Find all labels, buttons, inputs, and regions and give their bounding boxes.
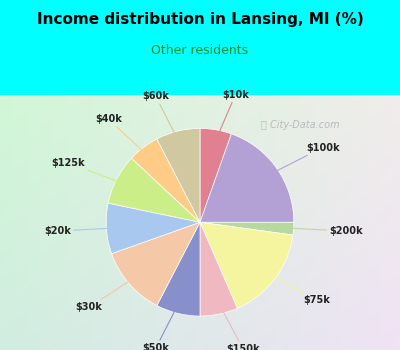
Wedge shape	[200, 222, 294, 235]
Text: $100k: $100k	[263, 142, 339, 178]
Text: $150k: $150k	[216, 298, 260, 350]
Wedge shape	[106, 203, 200, 254]
Wedge shape	[200, 134, 294, 222]
Text: $75k: $75k	[261, 269, 330, 306]
Wedge shape	[132, 139, 200, 222]
Wedge shape	[108, 158, 200, 222]
Text: $125k: $125k	[52, 158, 132, 187]
Text: Other residents: Other residents	[152, 44, 248, 57]
Text: ⓘ City-Data.com: ⓘ City-Data.com	[261, 120, 339, 130]
Text: $10k: $10k	[213, 90, 249, 146]
Text: $200k: $200k	[277, 226, 363, 236]
Wedge shape	[157, 128, 200, 222]
Text: $30k: $30k	[76, 273, 142, 312]
Wedge shape	[200, 222, 237, 316]
Text: $50k: $50k	[142, 297, 182, 350]
Wedge shape	[200, 128, 232, 222]
Text: $60k: $60k	[142, 91, 182, 147]
Wedge shape	[157, 222, 200, 316]
Wedge shape	[200, 222, 293, 308]
Text: $20k: $20k	[44, 226, 123, 236]
Wedge shape	[112, 222, 200, 306]
Text: $40k: $40k	[95, 114, 154, 161]
Text: Income distribution in Lansing, MI (%): Income distribution in Lansing, MI (%)	[37, 12, 363, 27]
